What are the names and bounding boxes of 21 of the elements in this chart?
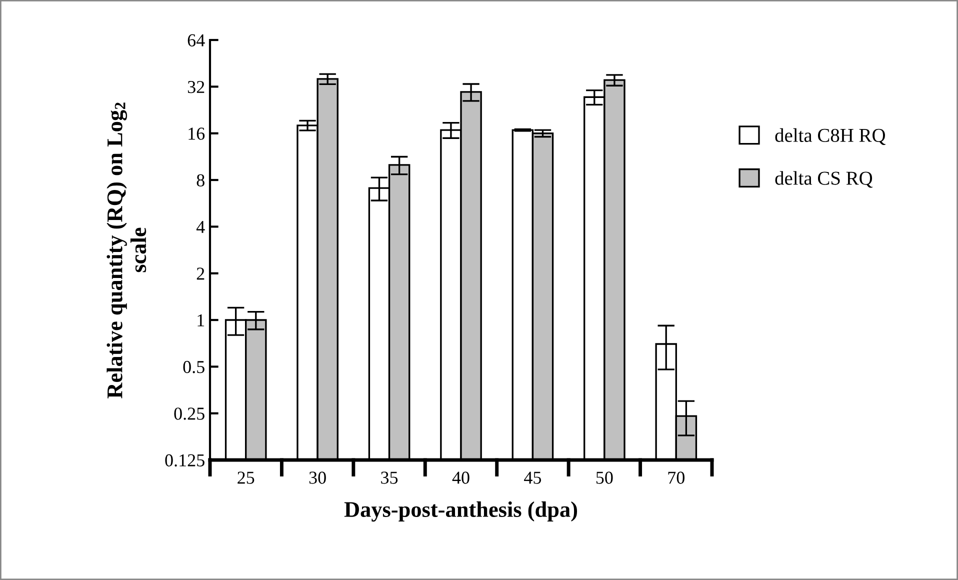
x-tick-label: 70 [668, 472, 684, 484]
y-tick-label: 64 [188, 34, 205, 46]
x-tick-label: 50 [596, 472, 613, 484]
legend-label: delta CS RQ [775, 171, 873, 188]
x-tick-label: 45 [524, 472, 542, 484]
x-tick-label: 35 [381, 472, 398, 484]
y-tick-label: 2 [196, 268, 204, 280]
y-tick-label: 4 [196, 221, 205, 233]
x-axis-title: Days-post-anthesis (dpa) [344, 501, 578, 522]
x-tick-label: 40 [452, 472, 470, 484]
y-tick-label: 0.25 [174, 408, 204, 420]
y-tick-label: 0.125 [165, 454, 204, 467]
y-tick-label: 1 [198, 314, 204, 326]
y-tick-label: 16 [188, 128, 205, 140]
y-tick-label: 32 [188, 80, 204, 94]
y-tick-label: 0.5 [183, 360, 204, 374]
text: Relative quantity (RQ) on Log$_{2}$ scale [106, 102, 146, 398]
legend-label: delta C8H RQ [775, 128, 886, 145]
x-tick-label: 30 [309, 472, 326, 484]
y-tick-label: 8 [196, 174, 204, 186]
x-tick-label: 25 [238, 472, 254, 484]
